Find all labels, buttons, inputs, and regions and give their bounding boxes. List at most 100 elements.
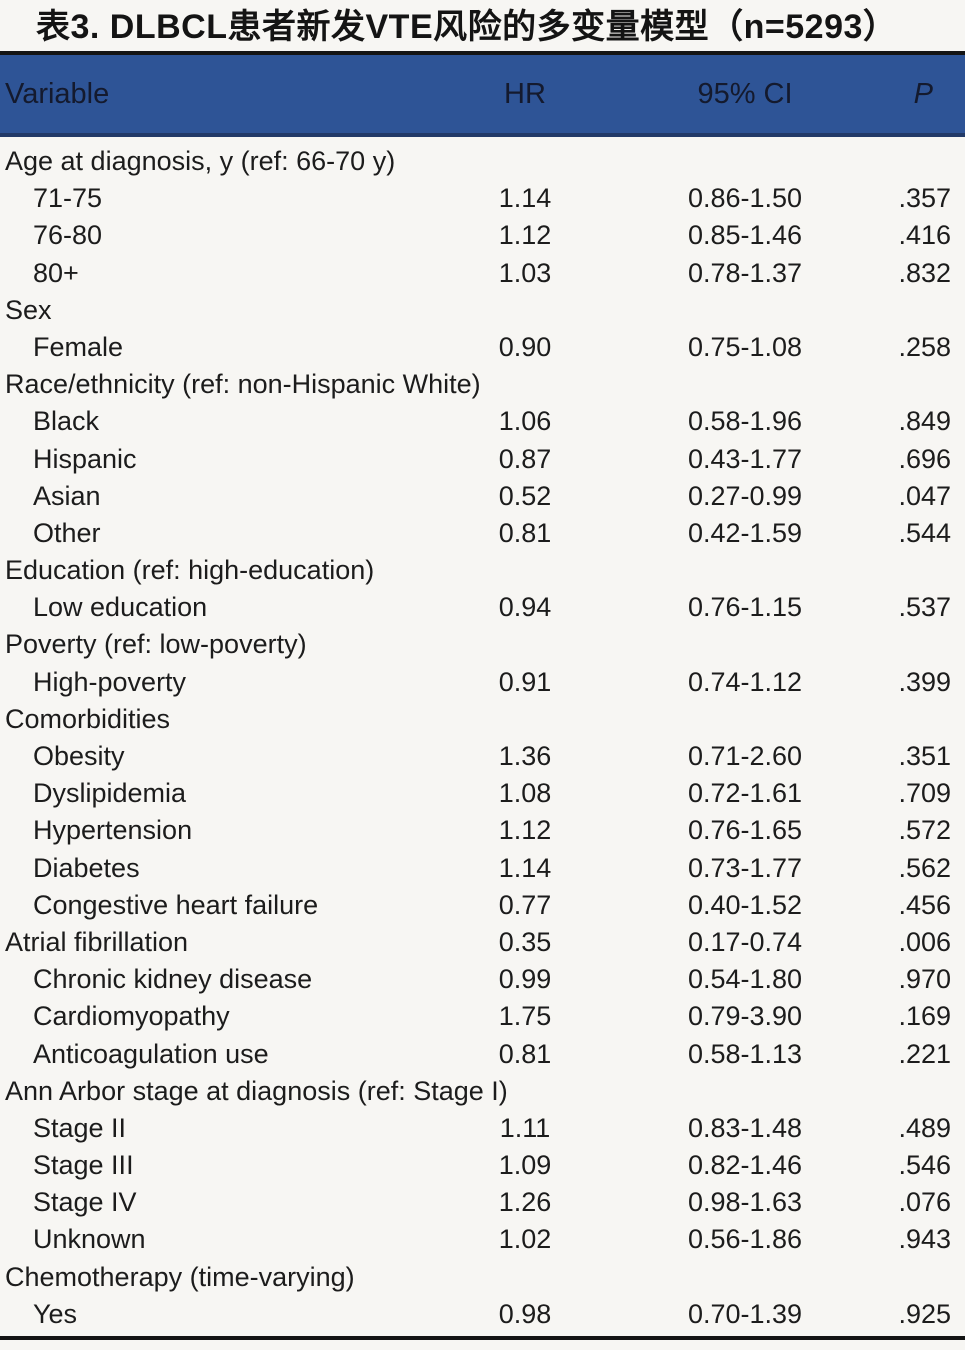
column-header-variable: Variable <box>5 77 110 110</box>
ci-cell: 0.74-1.12 <box>687 666 803 697</box>
p-cell: .546 <box>898 1150 951 1181</box>
variable-cell: Education (ref: high-education) <box>5 555 375 586</box>
table-header-row: Variable HR 95% CI P <box>0 51 965 137</box>
table-row: Age at diagnosis, y (ref: 66-70 y) <box>0 143 965 180</box>
hr-cell: 0.77 <box>498 889 552 920</box>
p-cell: .489 <box>898 1112 951 1143</box>
hr-cell: 1.11 <box>499 1112 551 1143</box>
table-row: Ann Arbor stage at diagnosis (ref: Stage… <box>0 1073 965 1110</box>
p-cell: .076 <box>898 1187 951 1218</box>
ci-cell: 0.71-2.60 <box>687 741 803 771</box>
variable-cell: Ann Arbor stage at diagnosis (ref: Stage… <box>5 1075 508 1106</box>
hr-cell: 0.94 <box>498 592 552 623</box>
variable-cell: Asian <box>33 480 101 511</box>
hr-cell: 1.14 <box>498 852 552 883</box>
ci-cell: 0.40-1.52 <box>687 889 803 920</box>
ci-cell: 0.43-1.77 <box>687 443 803 474</box>
p-cell: .832 <box>898 257 951 288</box>
hr-cell: 1.26 <box>498 1187 552 1218</box>
hr-cell: 1.03 <box>498 257 552 288</box>
variable-cell: Black <box>33 406 100 437</box>
hr-cell: 1.75 <box>498 1001 552 1032</box>
ci-cell: 0.78-1.37 <box>687 257 803 288</box>
variable-cell: Poverty (ref: low-poverty) <box>5 629 307 660</box>
variable-cell: Low education <box>33 592 208 623</box>
variable-cell: 71-75 <box>33 183 103 214</box>
ci-cell: 0.76-1.15 <box>687 592 803 623</box>
variable-cell: 80+ <box>33 257 79 288</box>
table-row: Education (ref: high-education) <box>0 552 965 589</box>
table-row: Obesity 1.36 0.71-2.60 .351 <box>0 738 965 775</box>
p-cell: .562 <box>898 852 951 883</box>
variable-cell: 76-80 <box>33 220 103 251</box>
hr-cell: 0.81 <box>498 517 552 548</box>
ci-cell: 0.83-1.48 <box>687 1112 803 1143</box>
table-row: Hispanic 0.87 0.43-1.77 .696 <box>0 441 965 478</box>
ci-cell: 0.58-1.13 <box>687 1038 803 1069</box>
p-cell: .006 <box>898 926 951 957</box>
table-caption: 表3. DLBCL患者新发VTE风险的多变量模型（n=5293） <box>36 8 898 46</box>
hr-cell: 0.52 <box>498 480 552 511</box>
hr-cell: 1.12 <box>498 815 552 846</box>
p-cell: .572 <box>898 815 951 846</box>
hr-cell: 1.02 <box>498 1224 552 1255</box>
table-row: Sex <box>0 292 965 329</box>
variable-cell: Race/ethnicity (ref: non-Hispanic White) <box>5 369 481 400</box>
p-cell: .221 <box>898 1038 951 1069</box>
table-row: Congestive heart failure 0.77 0.40-1.52 … <box>0 887 965 924</box>
hr-cell: 1.14 <box>498 183 552 214</box>
p-cell: .537 <box>898 592 951 623</box>
variable-cell: Hypertension <box>33 815 193 846</box>
variable-cell: Chemotherapy (time-varying) <box>5 1261 355 1292</box>
table-row: Stage IV 1.26 0.98-1.63 .076 <box>0 1184 965 1221</box>
ci-cell: 0.58-1.96 <box>687 406 803 437</box>
hr-cell: 1.09 <box>498 1150 552 1181</box>
p-cell: .351 <box>898 741 951 771</box>
table-row: Stage II 1.11 0.83-1.48 .489 <box>0 1110 965 1147</box>
table-row: Stage III 1.09 0.82-1.46 .546 <box>0 1147 965 1184</box>
p-cell: .849 <box>898 406 951 437</box>
table-row: Chronic kidney disease 0.99 0.54-1.80 .9… <box>0 961 965 998</box>
column-header-hr: HR <box>504 77 546 110</box>
ci-cell: 0.56-1.86 <box>687 1224 803 1255</box>
ci-cell: 0.76-1.65 <box>687 815 803 846</box>
hr-cell: 1.08 <box>498 778 552 809</box>
hr-cell: 0.91 <box>498 666 552 697</box>
ci-cell: 0.82-1.46 <box>687 1150 803 1181</box>
ci-cell: 0.17-0.74 <box>687 926 803 957</box>
variable-cell: Sex <box>5 294 52 325</box>
variable-cell: Comorbidities <box>5 703 171 734</box>
hr-cell: 1.06 <box>498 406 552 437</box>
table-row: Yes 0.98 0.70-1.39 .925 <box>0 1296 965 1333</box>
variable-cell: Atrial fibrillation <box>5 926 189 957</box>
table-row: 71-75 1.14 0.86-1.50 .357 <box>0 180 965 217</box>
variable-cell: Anticoagulation use <box>33 1038 269 1069</box>
ci-cell: 0.86-1.50 <box>687 183 803 214</box>
p-cell: .943 <box>898 1224 951 1255</box>
table-row: Anticoagulation use 0.81 0.58-1.13 .221 <box>0 1036 965 1073</box>
table-row: Cardiomyopathy 1.75 0.79-3.90 .169 <box>0 998 965 1035</box>
ci-cell: 0.42-1.59 <box>687 517 803 548</box>
p-cell: .970 <box>898 964 951 995</box>
p-cell: .696 <box>898 443 951 474</box>
table-row: Poverty (ref: low-poverty) <box>0 626 965 663</box>
table-row: Hypertension 1.12 0.76-1.65 .572 <box>0 812 965 849</box>
ci-cell: 0.27-0.99 <box>687 480 803 511</box>
p-cell: .456 <box>898 889 951 920</box>
table-row: Low education 0.94 0.76-1.15 .537 <box>0 589 965 626</box>
table-row: Asian 0.52 0.27-0.99 .047 <box>0 478 965 515</box>
p-cell: .258 <box>898 331 951 362</box>
ci-cell: 0.70-1.39 <box>687 1298 803 1329</box>
hr-cell: 1.36 <box>498 741 552 771</box>
variable-cell: Stage IV <box>33 1187 137 1218</box>
ci-cell: 0.79-3.90 <box>687 1001 803 1032</box>
variable-cell: Other <box>33 517 101 548</box>
hr-cell: 0.87 <box>498 443 552 474</box>
variable-cell: Age at diagnosis, y (ref: 66-70 y) <box>5 146 396 176</box>
variable-cell: Unknown <box>33 1224 146 1255</box>
variable-cell: Chronic kidney disease <box>33 964 313 995</box>
hr-cell: 0.99 <box>498 964 552 995</box>
hr-cell: 1.12 <box>498 220 552 251</box>
ci-cell: 0.75-1.08 <box>687 331 803 362</box>
